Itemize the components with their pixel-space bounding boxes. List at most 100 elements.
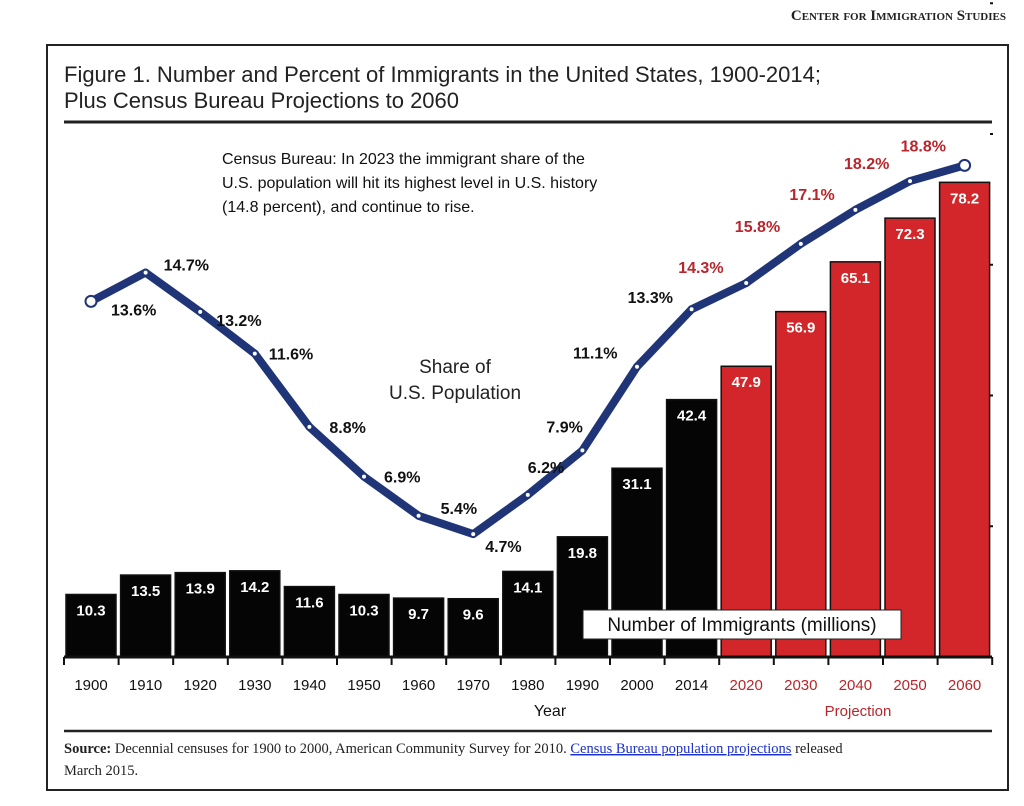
bar-2060 (938, 181, 991, 658)
bar-value-label: 56.9 (786, 320, 815, 337)
share-point (414, 511, 423, 520)
bar-1960 (392, 597, 445, 658)
share-point (851, 205, 860, 214)
bar-value-label: 14.1 (513, 579, 542, 596)
bar-series-label: Number of Immigrants (millions) (607, 615, 876, 636)
source-after: released (791, 741, 843, 757)
bar-value-label: 42.4 (677, 408, 707, 425)
x-tick-label: 1960 (402, 677, 435, 694)
share-point (958, 158, 972, 172)
x-tick-label: 1980 (511, 677, 544, 694)
x-axis: 1900 1910 1920 1930 1940 1950 1960 1970 1980 1990… (63, 2, 994, 694)
share-label: 11.1% (573, 346, 617, 363)
publisher: Center for Immigration Studies (791, 8, 1006, 24)
source-text: Decennial censuses for 1900 to 2000, Ame… (111, 741, 570, 757)
annotation: Census Bureau: In 2023 the immigrant sha… (222, 151, 597, 216)
x-axis-label: Year (534, 703, 567, 720)
share-point (578, 446, 587, 455)
x-tick-label: 2020 (730, 677, 763, 694)
share-label: 14.3% (678, 260, 723, 277)
share-label: 6.9% (384, 470, 420, 487)
share-point (796, 239, 805, 248)
bar-2050 (884, 217, 936, 658)
share-label: 13.2% (216, 313, 261, 330)
share-point (360, 472, 368, 481)
annotation-line: (14.8 percent), and continue to rise. (222, 199, 475, 216)
share-point (84, 294, 98, 308)
bar-2040 (829, 261, 882, 658)
bar-value-label: 13.9 (186, 581, 215, 598)
x-tick-label: 1990 (566, 677, 599, 694)
bar-2030 (775, 310, 827, 658)
bar-value-label: 14.2 (240, 579, 269, 596)
x-tick-label: 2050 (893, 677, 926, 694)
x-tick-label: 1900 (74, 677, 107, 694)
share-point (196, 307, 205, 316)
bar-value-label: 9.7 (408, 606, 429, 623)
share-label: 18.8% (901, 138, 946, 155)
share-label: 11.6% (269, 347, 313, 364)
share-label: 17.1% (789, 187, 834, 204)
share-label: 4.7% (485, 539, 521, 556)
projection-label: Projection (825, 703, 892, 720)
bar-1950 (338, 593, 390, 658)
source-line2: March 2015. (64, 763, 138, 779)
bar-1930 (229, 570, 281, 658)
bar-value-label: 47.9 (732, 374, 761, 391)
bar-value-label: 11.6 (295, 595, 323, 612)
chart-title-line2: Plus Census Bureau Projections to 2060 (64, 88, 459, 113)
bar-1910 (119, 574, 172, 658)
bar-1920 (174, 571, 226, 658)
share-line: 13.6% 14.7% 13.2% 11.6% 8.8% 6.9% 5.4% 4.7% 6.2%… (84, 138, 972, 556)
share-label: 13.6% (111, 302, 156, 319)
bar-value-label: 10.3 (76, 602, 105, 619)
bar-value-label: 31.1 (622, 476, 651, 493)
x-tick-label: 2014 (675, 677, 708, 694)
x-tick-label: 2040 (839, 677, 872, 694)
annotation-line: Census Bureau: In 2023 the immigrant sha… (222, 151, 585, 168)
x-tick-label: 1910 (129, 677, 162, 694)
x-tick-label: 1940 (293, 677, 326, 694)
bar-1970 (447, 597, 499, 658)
x-tick-label: 2060 (948, 677, 981, 694)
x-tick-label: 2030 (784, 677, 817, 694)
bar-value-label: 10.3 (349, 602, 378, 619)
x-tick-label: 1970 (457, 677, 490, 694)
chart-title-line1: Figure 1. Number and Percent of Immigran… (64, 62, 821, 87)
x-tick-label: 1950 (347, 677, 380, 694)
x-tick-label: 1930 (238, 677, 271, 694)
share-label: 7.9% (546, 419, 582, 436)
share-point (633, 362, 641, 371)
annotation-line: U.S. population will hit its highest lev… (222, 175, 597, 192)
share-point (305, 422, 314, 431)
share-point (250, 349, 259, 358)
source-link[interactable]: Census Bureau population projections (570, 741, 791, 757)
line-series-label-2: U.S. Population (389, 383, 521, 404)
bar-value-label: 78.2 (950, 190, 979, 207)
bars: 10.3 13.5 13.9 14.2 11.6 10.3 9.7 9.6 14.1 19.8 31… (65, 181, 991, 658)
bar-1900 (65, 593, 117, 658)
figure-frame (46, 44, 1009, 791)
bar-value-label: 65.1 (841, 270, 870, 287)
line-series-label-1: Share of (419, 357, 492, 378)
share-label: 15.8% (735, 219, 780, 236)
source-line1: Source: Decennial censuses for 1900 to 2… (64, 741, 843, 757)
share-point (687, 305, 696, 314)
share-label: 13.3% (628, 290, 673, 307)
bar-1980 (502, 570, 554, 658)
bar-2020 (720, 365, 772, 658)
share-point (469, 530, 478, 539)
x-tick-label: 1920 (184, 677, 217, 694)
share-point (742, 279, 751, 288)
x-tick-label: 2000 (620, 677, 653, 694)
share-label: 14.7% (164, 258, 209, 275)
bar-value-label: 19.8 (568, 545, 597, 562)
bar-series-label-box (582, 609, 902, 640)
share-label: 8.8% (329, 420, 365, 437)
bar-1940 (283, 585, 336, 658)
bar-value-label: 13.5 (131, 583, 160, 600)
bar-value-label: 72.3 (895, 226, 924, 243)
share-point (141, 268, 150, 277)
share-point (523, 490, 532, 499)
